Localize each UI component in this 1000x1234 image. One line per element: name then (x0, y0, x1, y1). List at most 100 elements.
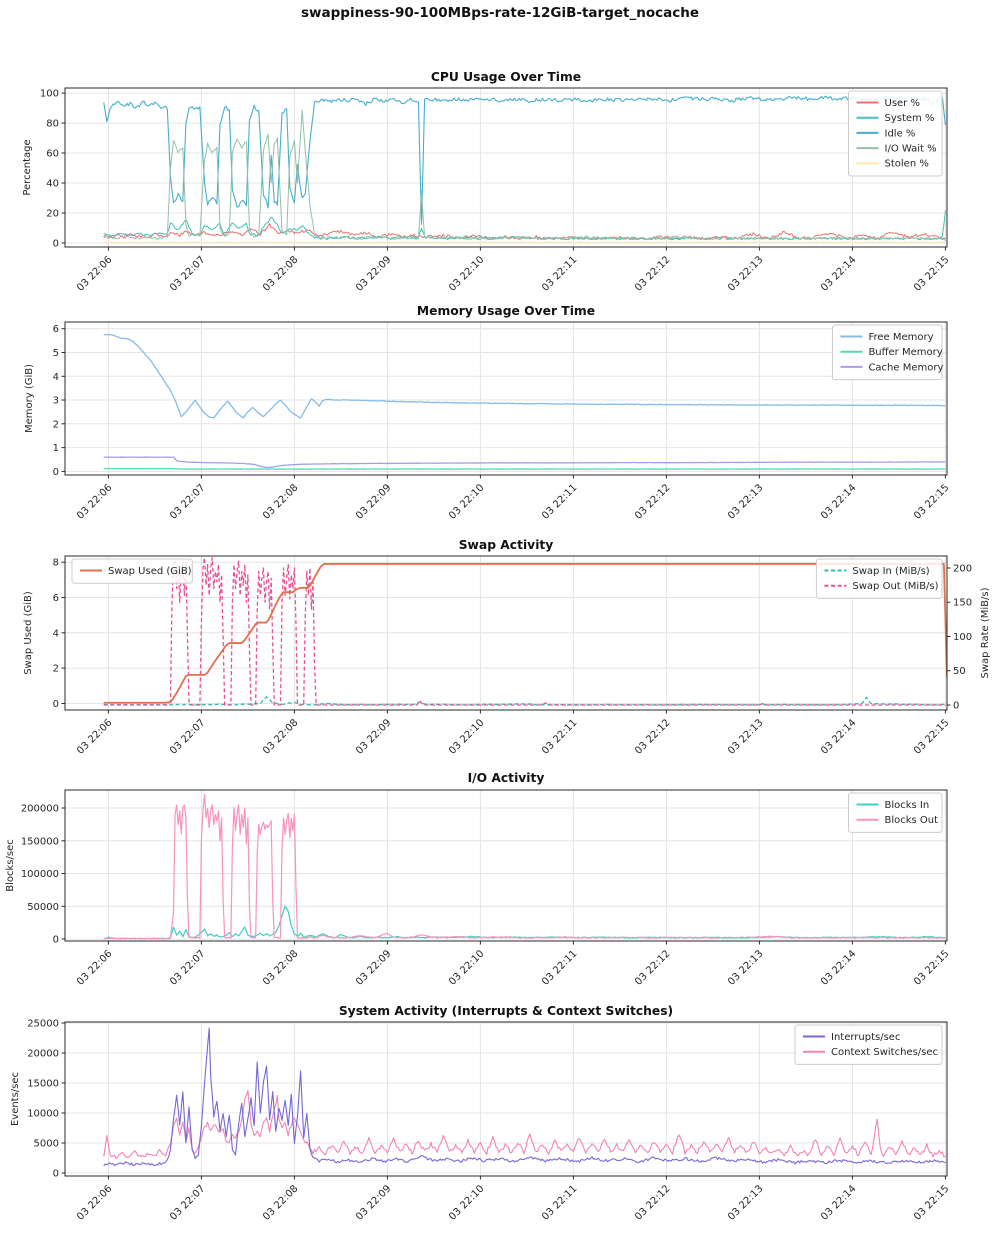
svg-text:03 22:11: 03 22:11 (540, 254, 579, 293)
svg-text:03 22:12: 03 22:12 (633, 1183, 672, 1222)
svg-text:03 22:06: 03 22:06 (75, 482, 114, 521)
svg-text:150: 150 (953, 598, 972, 609)
svg-text:03 22:12: 03 22:12 (633, 254, 672, 293)
grid (65, 322, 947, 475)
chart-title: Swap Activity (459, 538, 554, 552)
y-axis: 0 1 2 3 4 5 6 Memory (GiB) (24, 324, 65, 478)
series-swap_in (103, 696, 946, 706)
y-axis-label: Events/sec (10, 1072, 21, 1126)
svg-text:10000: 10000 (27, 1109, 59, 1120)
svg-text:Blocks Out: Blocks Out (885, 815, 939, 826)
svg-text:03 22:11: 03 22:11 (540, 948, 579, 987)
svg-text:03 22:14: 03 22:14 (819, 1183, 858, 1222)
series-blocks_in (103, 905, 946, 940)
svg-text:03 22:08: 03 22:08 (261, 1183, 300, 1222)
svg-text:5000: 5000 (34, 1139, 59, 1150)
chart-io-activity: 0 50000 100000 150000 200000 Blocks/sec 03 22:… (5, 771, 952, 988)
svg-text:03 22:09: 03 22:09 (354, 1183, 393, 1222)
series-stolen (103, 241, 946, 244)
svg-text:8: 8 (53, 558, 59, 569)
svg-text:03 22:15: 03 22:15 (912, 254, 951, 293)
series-iowait (103, 109, 946, 241)
svg-text:03 22:14: 03 22:14 (819, 717, 858, 756)
legend-0: Interrupts/sec Context Switches/sec (794, 1024, 943, 1065)
svg-text:03 22:10: 03 22:10 (447, 948, 486, 987)
svg-text:0: 0 (53, 699, 59, 710)
svg-text:03 22:12: 03 22:12 (633, 717, 672, 756)
legend-0: Swap Used (GiB) (71, 558, 193, 584)
chart-title: CPU Usage Over Time (431, 70, 581, 84)
svg-text:4: 4 (53, 628, 59, 639)
svg-text:2: 2 (53, 419, 59, 430)
svg-text:Interrupts/sec: Interrupts/sec (831, 1032, 900, 1043)
svg-text:5: 5 (53, 348, 59, 359)
svg-text:80: 80 (46, 119, 59, 130)
legend-0: Blocks In Blocks Out (848, 792, 943, 833)
svg-text:Stolen %: Stolen % (885, 159, 929, 170)
series-group (103, 1027, 946, 1167)
svg-text:0: 0 (53, 935, 59, 946)
svg-text:Swap Used (GiB): Swap Used (GiB) (108, 566, 192, 577)
svg-text:03 22:09: 03 22:09 (354, 717, 393, 756)
svg-text:40: 40 (46, 179, 59, 190)
svg-text:03 22:15: 03 22:15 (912, 1183, 951, 1222)
chart-title: System Activity (Interrupts & Context Sw… (339, 1004, 673, 1018)
plot-border (64, 87, 948, 248)
chart-system-activity: 0 5000 10000 15000 20000 25000 Events/sec 03 22… (10, 1004, 952, 1223)
svg-text:03 22:14: 03 22:14 (819, 482, 858, 521)
y-axis: 0 5000 10000 15000 20000 25000 Events/sec (10, 1019, 65, 1180)
svg-text:03 22:13: 03 22:13 (726, 482, 765, 521)
svg-text:03 22:14: 03 22:14 (819, 948, 858, 987)
svg-text:0: 0 (953, 701, 959, 712)
svg-text:03 22:06: 03 22:06 (75, 717, 114, 756)
svg-text:03 22:07: 03 22:07 (168, 254, 207, 293)
right-axis-label: Swap Rate (MiB/s) (980, 587, 991, 678)
svg-text:Swap In (MiB/s): Swap In (MiB/s) (852, 566, 929, 577)
svg-text:03 22:13: 03 22:13 (726, 948, 765, 987)
svg-text:03 22:07: 03 22:07 (168, 948, 207, 987)
svg-text:Context Switches/sec: Context Switches/sec (831, 1047, 938, 1058)
svg-text:200000: 200000 (21, 804, 59, 815)
svg-text:6: 6 (53, 324, 59, 335)
svg-text:6: 6 (53, 593, 59, 604)
svg-text:Buffer Memory: Buffer Memory (868, 347, 942, 358)
svg-text:100: 100 (40, 89, 59, 100)
svg-text:03 22:15: 03 22:15 (912, 717, 951, 756)
svg-text:03 22:13: 03 22:13 (726, 1183, 765, 1222)
svg-text:50000: 50000 (27, 902, 59, 913)
y-axis: 0 50000 100000 150000 200000 Blocks/sec (5, 804, 65, 946)
x-axis: 03 22:06 03 22:07 03 22:08 03 22:09 03 22:10… (75, 247, 952, 294)
series-buffer (103, 467, 946, 470)
svg-text:03 22:11: 03 22:11 (540, 1183, 579, 1222)
svg-text:03 22:06: 03 22:06 (75, 948, 114, 987)
svg-text:03 22:15: 03 22:15 (912, 948, 951, 987)
series-cache (103, 456, 946, 469)
x-axis: 03 22:06 03 22:07 03 22:08 03 22:09 03 22:10… (75, 475, 952, 522)
svg-text:03 22:11: 03 22:11 (540, 717, 579, 756)
y-axis: 0 20 40 60 80 100 Percentage (22, 89, 65, 250)
svg-text:150000: 150000 (21, 836, 59, 847)
svg-text:System %: System % (885, 113, 935, 124)
grid (65, 1022, 947, 1176)
svg-text:User %: User % (885, 98, 920, 109)
x-axis: 03 22:06 03 22:07 03 22:08 03 22:09 03 22:10… (75, 941, 952, 988)
x-axis: 03 22:06 03 22:07 03 22:08 03 22:09 03 22:10… (75, 710, 952, 757)
svg-text:03 22:08: 03 22:08 (261, 482, 300, 521)
svg-text:03 22:06: 03 22:06 (75, 1183, 114, 1222)
svg-text:03 22:08: 03 22:08 (261, 254, 300, 293)
plot-border (64, 1021, 948, 1177)
legend-0: Free Memory Buffer Memory Cache Memory (831, 324, 943, 381)
svg-text:03 22:13: 03 22:13 (726, 254, 765, 293)
svg-text:1: 1 (53, 443, 59, 454)
chart-title: Memory Usage Over Time (417, 304, 595, 318)
svg-text:Blocks In: Blocks In (885, 800, 930, 811)
y-axis-label: Percentage (22, 139, 33, 195)
svg-text:Idle %: Idle % (885, 128, 916, 139)
svg-text:200: 200 (953, 564, 972, 575)
svg-text:50: 50 (953, 666, 966, 677)
svg-text:03 22:10: 03 22:10 (447, 482, 486, 521)
svg-text:3: 3 (53, 396, 59, 407)
